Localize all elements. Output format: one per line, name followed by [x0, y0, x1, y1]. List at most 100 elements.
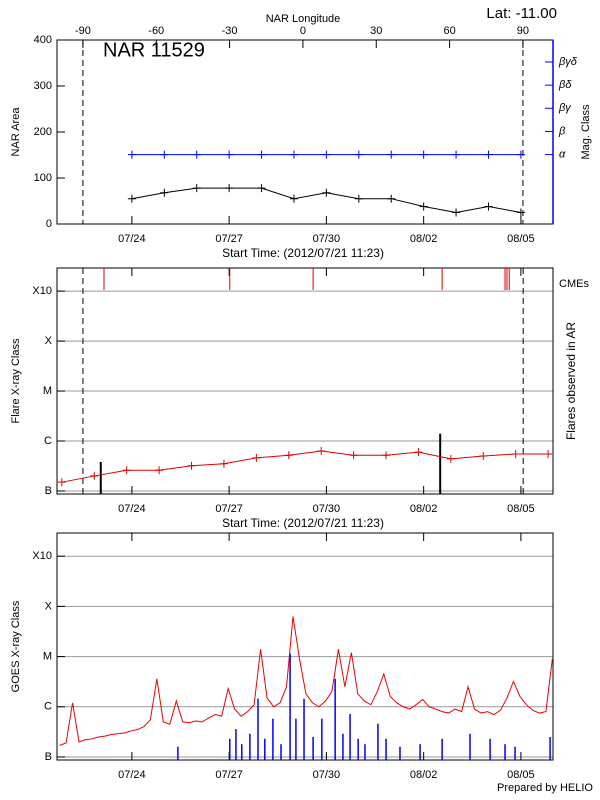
- point-marker: [419, 202, 428, 211]
- chart-subtitle: Lat: -11.00: [486, 5, 557, 22]
- y2-tick-label: β: [558, 125, 566, 137]
- x-axis-label: Start Time: (2012/07/21 11:23): [222, 516, 384, 530]
- y-axis-label: NAR Area: [10, 107, 22, 157]
- point-marker: [452, 208, 461, 217]
- x-tick-label: 07/24: [118, 503, 146, 515]
- x-tick-label: 07/27: [215, 769, 243, 781]
- point-marker: [387, 150, 396, 159]
- x-tick-label: 07/27: [215, 233, 243, 245]
- point-marker: [219, 459, 228, 468]
- point-marker: [419, 150, 428, 159]
- point-marker: [160, 150, 169, 159]
- point-marker: [484, 150, 493, 159]
- point-marker: [349, 451, 358, 460]
- point-marker: [155, 466, 164, 475]
- x-tick-label: 08/05: [507, 769, 535, 781]
- x2-tick-label: 0: [300, 25, 306, 37]
- y-tick-label: 200: [34, 126, 52, 138]
- point-marker: [511, 449, 520, 458]
- series-line: [61, 450, 549, 483]
- x2-tick-label: 60: [443, 25, 455, 37]
- x-axis-label: Start Time: (2012/07/21 11:23): [222, 246, 384, 260]
- point-marker: [354, 194, 363, 203]
- x2-tick-label: -90: [75, 25, 91, 37]
- point-marker: [187, 461, 196, 470]
- point-marker: [382, 451, 391, 460]
- x2-axis-label: NAR Longitude: [266, 13, 341, 25]
- point-marker: [192, 150, 201, 159]
- chart-title: NAR 11529: [103, 39, 205, 61]
- x-tick-label: 07/24: [118, 233, 146, 245]
- footer: Prepared by HELIO: [497, 782, 593, 794]
- x2-tick-label: -60: [148, 25, 164, 37]
- point-marker: [90, 471, 99, 480]
- point-marker: [317, 447, 326, 456]
- plot-frame: [56, 267, 554, 495]
- point-marker: [57, 478, 66, 487]
- point-marker: [257, 184, 266, 193]
- x-tick-label: 07/30: [313, 503, 341, 515]
- point-marker: [479, 452, 488, 461]
- y2-tick-label: α: [559, 148, 566, 160]
- x-tick-label: 08/02: [410, 233, 438, 245]
- y-tick-label: M: [43, 385, 52, 397]
- y-tick-label: 300: [34, 80, 52, 92]
- y-axis-label: Flare X-ray Class: [10, 338, 22, 423]
- y-axis-label: GOES X-ray Class: [10, 600, 22, 692]
- y-tick-label: M: [43, 650, 52, 662]
- y2-axis-label: Mag. Class: [580, 104, 592, 160]
- x2-tick-label: 90: [517, 25, 529, 37]
- y-tick-label: 400: [34, 34, 52, 46]
- x-tick-label: 08/05: [507, 503, 535, 515]
- y-tick-label: X10: [32, 550, 52, 562]
- point-marker: [122, 466, 131, 475]
- y2-tick-label: βγ: [558, 102, 572, 114]
- x2-tick-label: -30: [222, 25, 238, 37]
- point-marker: [127, 150, 136, 159]
- x-tick-label: 08/02: [410, 503, 438, 515]
- point-marker: [414, 448, 423, 457]
- point-marker: [322, 150, 331, 159]
- x-tick-label: 07/24: [118, 769, 146, 781]
- x-tick-label: 07/30: [313, 769, 341, 781]
- y-tick-label: C: [44, 701, 52, 713]
- y-tick-label: C: [44, 435, 52, 447]
- x-tick-label: 08/02: [410, 769, 438, 781]
- point-marker: [257, 150, 266, 159]
- x2-tick-label: 30: [370, 25, 382, 37]
- point-marker: [252, 453, 261, 462]
- point-marker: [225, 150, 234, 159]
- y-tick-label: B: [45, 485, 52, 497]
- point-marker: [289, 150, 298, 159]
- series-line: [59, 616, 553, 746]
- y-tick-label: X: [45, 335, 53, 347]
- cme-label: CMEs: [559, 278, 589, 290]
- x-tick-label: 07/30: [313, 233, 341, 245]
- point-marker: [354, 150, 363, 159]
- y-tick-label: X10: [32, 285, 52, 297]
- point-marker: [160, 188, 169, 197]
- y-tick-label: 0: [46, 218, 52, 230]
- y-tick-label: B: [45, 751, 52, 763]
- point-marker: [516, 208, 525, 217]
- point-marker: [484, 202, 493, 211]
- point-marker: [446, 454, 455, 463]
- y2-tick-label: βγδ: [558, 56, 578, 68]
- y2-tick-label: βδ: [558, 79, 572, 91]
- point-marker: [225, 184, 234, 193]
- point-marker: [192, 184, 201, 193]
- x-tick-label: 08/05: [507, 233, 535, 245]
- point-marker: [289, 194, 298, 203]
- x-tick-label: 07/27: [215, 503, 243, 515]
- point-marker: [284, 451, 293, 460]
- point-marker: [387, 194, 396, 203]
- point-marker: [452, 150, 461, 159]
- y-tick-label: 100: [34, 172, 52, 184]
- point-marker: [516, 150, 525, 159]
- point-marker: [544, 449, 553, 458]
- y2-axis-label: Flares observed in AR: [564, 322, 578, 440]
- point-marker: [127, 194, 136, 203]
- plot-frame: [56, 532, 554, 761]
